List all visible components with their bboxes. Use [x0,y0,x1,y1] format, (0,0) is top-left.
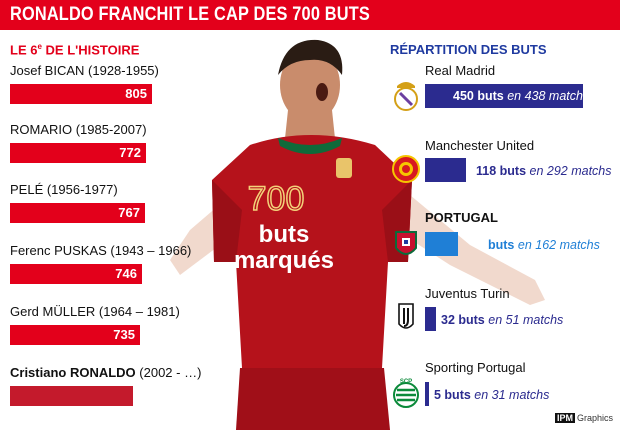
svg-text:SCP: SCP [400,379,412,385]
jersey-line1: buts [259,221,310,248]
portugal-logo-icon [395,231,417,255]
rank-value-puskas: 746 [115,266,137,281]
club-goals-real-madrid: 450 buts [453,89,504,103]
club-bar-real-madrid [425,84,583,108]
manchester-united-logo-icon [392,155,420,183]
club-goals-sporting: 5 buts [434,388,471,402]
club-matches-juventus: en 51 matchs [488,313,564,327]
rank-value-bican: 805 [125,86,147,101]
club-bar-portugal [425,232,458,256]
club-name-manchester-united: Manchester United [425,138,535,153]
club-matches-manchester-united: en 292 matchs [529,164,612,178]
club-bar-manchester-united [425,158,466,182]
real-madrid-logo-icon [394,82,418,111]
rank-label-ronaldo: Cristiano RONALDO (2002 - …) [10,365,202,380]
rank-bar-romario: 772 [10,143,146,163]
club-matches-portugal: en 162 matchs [517,238,600,252]
rank-label-romario: ROMARIO (1985-2007) [10,122,147,137]
left-title-sup: e [37,42,42,51]
club-stat-sporting: 5 buts en 31 matchs [434,388,549,402]
rank-label-ronaldo-bold: Cristiano RONALDO [10,365,136,380]
club-stat-real-madrid: 450 buts en 438 matchs [453,89,589,103]
left-title-rest: DE L'HISTOIRE [41,42,140,58]
page-title: RONALDO FRANCHIT LE CAP DES 700 BUTS [10,4,370,25]
club-bar-sporting [425,382,429,406]
rank-value-pele: 767 [118,205,140,220]
jersey-line2: marqués [234,247,334,274]
rank-bar-ronaldo [10,386,133,406]
right-section-title: RÉPARTITION DES BUTS [390,42,547,57]
credit: IPM Graphics [555,413,613,423]
sporting-logo-icon: SCP [393,379,419,408]
rank-bar-bican: 805 [10,84,152,104]
club-name-juventus: Juventus Turin [425,286,510,301]
left-title-num: LE 6 [10,42,38,58]
club-goals-manchester-united: 118 buts [476,164,527,178]
club-matches-real-madrid: en 438 matchs [507,89,590,103]
club-stat-portugal: buts en 162 matchs [488,238,600,252]
rank-bar-puskas: 746 [10,264,142,284]
club-name-sporting: Sporting Portugal [425,360,526,375]
club-matches-sporting: en 31 matchs [474,388,550,402]
rank-bar-muller: 735 [10,325,140,345]
rank-value-romario: 772 [119,145,141,160]
club-stat-manchester-united: 118 buts en 292 matchs [476,164,612,178]
credit-text: Graphics [577,413,614,423]
club-stat-juventus: 32 buts en 51 matchs [441,313,563,327]
left-section-title: LE 6e DE L'HISTOIRE [10,42,139,57]
jersey-number: 700 [248,180,305,218]
rank-label-bican: Josef BICAN (1928-1955) [10,63,159,78]
juventus-logo-icon [398,303,414,329]
club-name-portugal: PORTUGAL [425,210,498,225]
rank-bar-pele: 767 [10,203,145,223]
club-name-real-madrid: Real Madrid [425,63,496,78]
rank-label-muller: Gerd MÜLLER (1964 – 1981) [10,304,180,319]
rank-label-pele: PELÉ (1956-1977) [10,182,118,197]
club-goals-portugal: buts [488,238,515,252]
rank-label-puskas: Ferenc PUSKAS (1943 – 1966) [10,243,192,258]
credit-logo: IPM [555,413,576,423]
club-bar-juventus [425,307,436,331]
rank-value-muller: 735 [113,327,135,342]
club-goals-juventus: 32 buts [441,313,485,327]
header-banner: RONALDO FRANCHIT LE CAP DES 700 BUTS [0,0,620,30]
